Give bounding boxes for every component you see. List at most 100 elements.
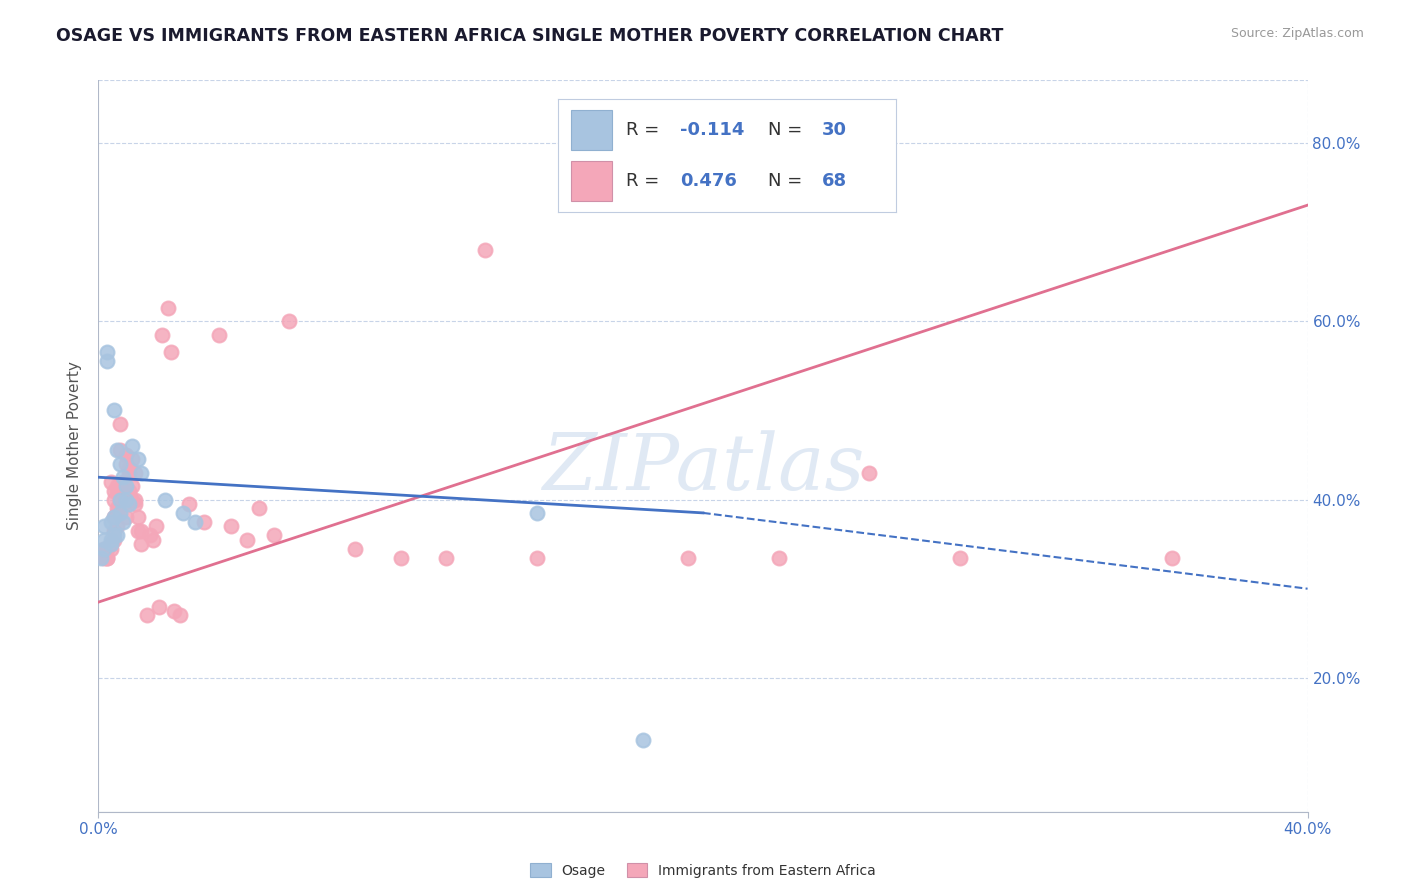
Point: [135, 608, 157, 623]
Point: [118, 483, 141, 498]
Point: [100, 475, 122, 489]
Point: [145, 519, 167, 533]
Point: [100, 515, 122, 529]
Point: [121, 479, 143, 493]
Point: [114, 492, 136, 507]
Point: [108, 443, 131, 458]
Point: [108, 457, 131, 471]
Point: [96, 345, 118, 359]
Point: [111, 470, 134, 484]
Point: [160, 345, 183, 359]
Point: [142, 533, 165, 547]
Y-axis label: Single Mother Poverty: Single Mother Poverty: [67, 361, 83, 531]
Point: [105, 519, 128, 533]
Point: [96, 541, 118, 556]
Point: [121, 439, 143, 453]
Point: [129, 466, 152, 480]
Point: [129, 524, 152, 538]
Point: [127, 524, 149, 538]
Point: [96, 550, 118, 565]
Point: [768, 550, 790, 565]
Point: [108, 492, 131, 507]
Point: [100, 537, 122, 551]
Point: [124, 492, 146, 507]
Point: [105, 528, 128, 542]
Point: [105, 501, 128, 516]
Point: [169, 608, 191, 623]
Point: [103, 510, 125, 524]
Point: [1160, 550, 1182, 565]
Point: [208, 327, 231, 342]
Point: [108, 417, 131, 431]
Point: [100, 537, 122, 551]
Point: [105, 443, 128, 458]
Point: [105, 483, 128, 498]
Point: [184, 515, 207, 529]
Point: [114, 448, 136, 462]
Point: [526, 550, 548, 565]
Point: [263, 528, 285, 542]
Point: [93, 550, 115, 565]
Point: [103, 492, 125, 507]
Point: [103, 524, 125, 538]
Point: [118, 466, 141, 480]
Point: [93, 519, 115, 533]
Point: [247, 501, 270, 516]
Point: [100, 541, 122, 556]
Point: [153, 492, 176, 507]
Point: [235, 533, 257, 547]
Point: [105, 506, 128, 520]
Point: [96, 354, 118, 368]
Point: [150, 327, 173, 342]
Point: [100, 533, 122, 547]
Point: [124, 466, 146, 480]
Point: [111, 497, 134, 511]
Point: [93, 533, 115, 547]
Point: [124, 497, 146, 511]
Point: [526, 506, 548, 520]
Point: [858, 466, 880, 480]
Point: [103, 510, 125, 524]
Point: [93, 541, 115, 556]
Text: Source: ZipAtlas.com: Source: ZipAtlas.com: [1230, 27, 1364, 40]
Point: [129, 537, 152, 551]
Point: [103, 483, 125, 498]
Point: [221, 519, 243, 533]
Point: [179, 497, 201, 511]
Point: [676, 550, 699, 565]
Point: [277, 314, 299, 328]
Point: [127, 452, 149, 467]
Point: [111, 475, 134, 489]
Point: [96, 550, 118, 565]
Point: [434, 550, 457, 565]
Point: [121, 492, 143, 507]
Point: [114, 510, 136, 524]
Point: [118, 497, 141, 511]
Point: [389, 550, 412, 565]
Point: [111, 479, 134, 493]
Point: [121, 452, 143, 467]
Point: [111, 515, 134, 529]
Point: [108, 492, 131, 507]
Point: [103, 533, 125, 547]
Text: OSAGE VS IMMIGRANTS FROM EASTERN AFRICA SINGLE MOTHER POVERTY CORRELATION CHART: OSAGE VS IMMIGRANTS FROM EASTERN AFRICA …: [56, 27, 1004, 45]
Point: [108, 506, 131, 520]
Point: [90, 550, 112, 565]
Point: [148, 599, 170, 614]
Point: [156, 301, 179, 315]
Point: [193, 515, 215, 529]
Point: [139, 528, 162, 542]
Point: [118, 461, 141, 475]
Point: [103, 528, 125, 542]
Point: [103, 403, 125, 417]
Text: ZIPatlas: ZIPatlas: [541, 430, 865, 506]
Point: [93, 541, 115, 556]
Point: [127, 510, 149, 524]
Point: [344, 541, 367, 556]
Point: [949, 550, 972, 565]
Legend: Osage, Immigrants from Eastern Africa: Osage, Immigrants from Eastern Africa: [530, 863, 876, 878]
Point: [105, 479, 128, 493]
Point: [163, 604, 186, 618]
Point: [114, 457, 136, 471]
Point: [172, 506, 194, 520]
